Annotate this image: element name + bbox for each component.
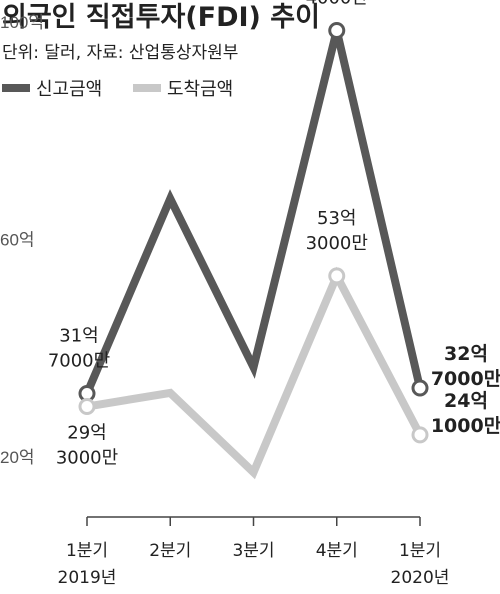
value-label: 24억 1000만 xyxy=(431,390,500,437)
y-tick-label: 100억 xyxy=(0,13,44,32)
series-line xyxy=(86,266,424,480)
chart-subtitle: 단위: 달러, 자료: 산업통상자원부 xyxy=(2,43,238,63)
x-tick-label: 2분기 xyxy=(149,541,191,561)
value-label: 98억4000만 xyxy=(306,0,368,8)
y-tick-label: 60억 xyxy=(0,230,35,249)
x-tick-label: 1분기 2020년 xyxy=(391,541,450,588)
value-label: 29억 3000만 xyxy=(56,423,118,469)
point-marker xyxy=(328,21,346,39)
point-marker xyxy=(411,379,429,397)
value-label: 53억 3000만 xyxy=(306,208,368,254)
x-tick-label: 4분기 xyxy=(316,541,358,561)
y-tick-label: 20억 xyxy=(0,448,35,467)
x-tick-label: 3분기 xyxy=(232,541,274,561)
x-tick-label: 1분기 2019년 xyxy=(58,541,117,588)
point-marker xyxy=(78,398,96,416)
point-marker xyxy=(411,426,429,444)
value-label: 32억 7000만 xyxy=(431,343,500,390)
legend-label: 도착금액 xyxy=(167,79,233,100)
legend-label: 신고금액 xyxy=(36,79,102,100)
chart-title: 외국인 직접투자(FDI) 추이 xyxy=(2,2,320,33)
value-label: 31억 7000만 xyxy=(48,325,110,371)
point-marker xyxy=(328,267,346,285)
series-line xyxy=(83,29,424,396)
